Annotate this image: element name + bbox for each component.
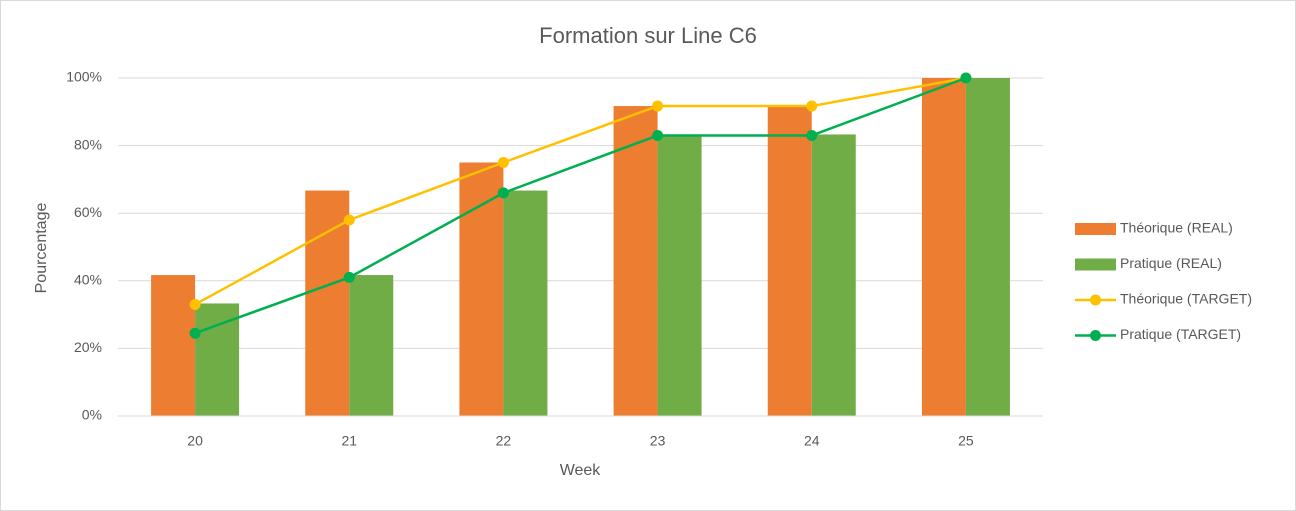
y-tick-label: 0% [82, 407, 102, 423]
bar [459, 162, 504, 416]
legend-marker [1090, 294, 1101, 306]
point [189, 327, 201, 339]
point [189, 298, 201, 310]
x-tick-label: 21 [341, 433, 357, 449]
bar [195, 303, 240, 416]
point [497, 187, 509, 199]
legend-label: Théorique (REAL) [1120, 220, 1233, 236]
bar [503, 190, 548, 416]
chart-title: Formation sur Line C6 [539, 23, 757, 48]
bar [613, 106, 658, 416]
bar [767, 106, 812, 416]
legend-label: Pratique (TARGET) [1120, 326, 1241, 342]
y-axis-label: Pourcentage [33, 203, 50, 294]
bar [657, 134, 702, 417]
line [194, 76, 967, 335]
y-tick-label: 20% [74, 339, 102, 355]
x-tick-label: 24 [804, 433, 820, 449]
point [806, 100, 818, 112]
bar [965, 78, 1010, 416]
x-axis-label: Week [560, 462, 602, 479]
legend-label: Pratique (REAL) [1120, 255, 1222, 271]
bar [305, 190, 350, 416]
bar [811, 134, 856, 417]
point [497, 157, 509, 168]
point [343, 271, 355, 283]
line [194, 76, 967, 306]
x-tick-label: 25 [958, 433, 974, 449]
point [960, 72, 972, 84]
y-tick-label: 60% [74, 204, 102, 220]
point [652, 129, 664, 141]
bar [151, 275, 196, 416]
x-tick-label: 23 [650, 433, 666, 449]
legend-swatch [1075, 223, 1116, 235]
legend-swatch [1075, 258, 1116, 271]
point [806, 129, 818, 141]
x-tick-label: 22 [496, 433, 512, 449]
y-tick-label: 80% [74, 136, 102, 152]
legend-marker [1090, 330, 1101, 341]
point [652, 100, 664, 112]
legend-label: Théorique (TARGET) [1120, 291, 1252, 307]
bar [921, 78, 966, 416]
point [343, 214, 355, 226]
x-tick-label: 20 [187, 433, 203, 449]
y-tick-label: 40% [74, 272, 102, 288]
bar [349, 275, 394, 416]
y-tick-label: 100% [66, 69, 102, 85]
